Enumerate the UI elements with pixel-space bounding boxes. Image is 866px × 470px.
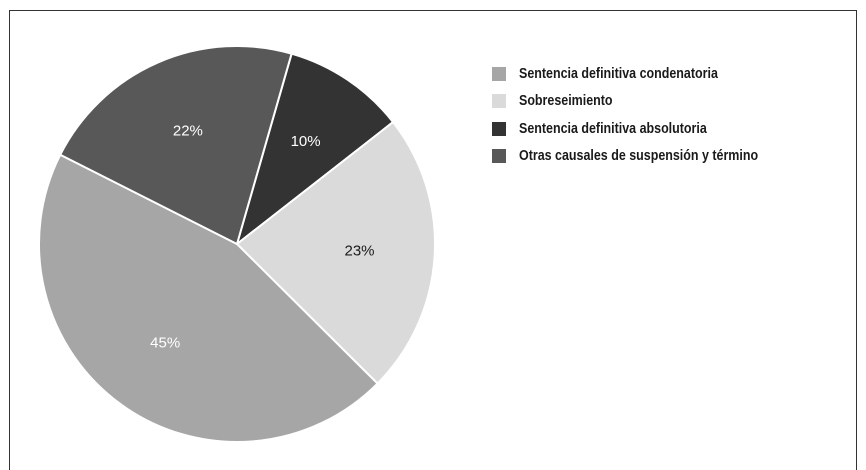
chart-legend: Sentencia definitiva condenatoria Sobres…	[492, 60, 797, 170]
legend-swatch-otras-causales	[492, 149, 506, 164]
slice-label-sobreseimiento: 23%	[344, 242, 374, 259]
legend-label-condenatoria: Sentencia definitiva condenatoria	[519, 65, 718, 82]
pie-slice-condenatoria	[38, 153, 379, 443]
legend-item-otras-causales: Otras causales de suspensión y término	[492, 143, 797, 171]
pie-slice-otras-causales	[59, 45, 293, 245]
pie-slice-absolutoria	[236, 52, 395, 245]
slice-label-absolutoria: 10%	[291, 133, 321, 150]
legend-item-condenatoria: Sentencia definitiva condenatoria	[492, 60, 797, 88]
slice-label-condenatoria: 45%	[150, 335, 180, 352]
legend-item-absolutoria: Sentencia definitiva absolutoria	[492, 115, 797, 143]
legend-label-absolutoria: Sentencia definitiva absolutoria	[519, 120, 707, 137]
legend-item-sobreseimiento: Sobreseimiento	[492, 88, 797, 116]
pie-slice-sobreseimiento	[236, 121, 436, 385]
legend-label-otras-causales: Otras causales de suspensión y término	[519, 148, 759, 165]
slice-label-otras-causales: 22%	[173, 122, 203, 139]
legend-swatch-sobreseimiento	[492, 94, 506, 109]
legend-swatch-absolutoria	[492, 121, 506, 136]
legend-swatch-condenatoria	[492, 66, 506, 81]
chart-frame	[9, 10, 857, 470]
legend-label-sobreseimiento: Sobreseimiento	[519, 93, 613, 110]
